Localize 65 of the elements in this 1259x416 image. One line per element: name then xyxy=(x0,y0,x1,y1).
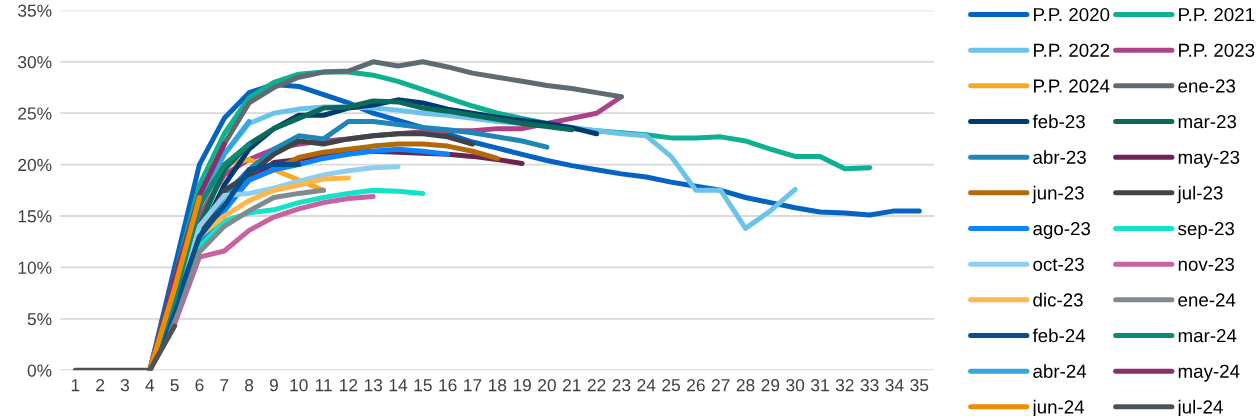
x-tick-label: 9 xyxy=(269,379,278,392)
legend-label: may-24 xyxy=(1178,364,1240,382)
legend-label: feb-23 xyxy=(1032,114,1085,129)
legend-label: mar-24 xyxy=(1178,328,1237,343)
x-tick-label: 19 xyxy=(513,379,531,392)
legend-label: jul-23 xyxy=(1177,185,1223,204)
x-tick-label: 31 xyxy=(811,379,829,392)
legend-label: dic-23 xyxy=(1033,292,1083,307)
y-tick-label: 35% xyxy=(18,4,52,17)
x-tick-label: 30 xyxy=(786,379,805,392)
legend-label: jun-23 xyxy=(1032,185,1084,204)
x-tick-label: 14 xyxy=(389,379,408,392)
x-tick-label: 4 xyxy=(145,379,155,392)
legend-label: sep-23 xyxy=(1178,221,1235,239)
x-tick-label: 11 xyxy=(315,379,332,392)
x-tick-label: 34 xyxy=(885,379,904,392)
y-tick-label: 30% xyxy=(18,55,52,69)
x-tick-label: 32 xyxy=(835,379,854,392)
legend-label: P.P. 2020 xyxy=(1034,8,1110,22)
legend-label: ene-23 xyxy=(1178,79,1236,93)
x-tick-label: 29 xyxy=(761,379,780,392)
x-tick-label: 21 xyxy=(562,379,581,392)
x-tick-label: 10 xyxy=(290,379,308,392)
x-tick-label: 16 xyxy=(439,379,457,392)
legend-label: ago-23 xyxy=(1033,221,1091,239)
legend-label: P.P. 2024 xyxy=(1034,79,1110,93)
x-tick-label: 22 xyxy=(587,379,606,392)
y-tick-label: 15% xyxy=(18,210,52,223)
legend-label: P.P. 2021 xyxy=(1179,8,1255,22)
legend-label: P.P. 2023 xyxy=(1179,43,1255,57)
legend-label: abr-23 xyxy=(1033,150,1086,164)
legend-label: feb-24 xyxy=(1032,328,1086,343)
legend-label: nov-23 xyxy=(1178,257,1235,271)
x-tick-label: 35 xyxy=(910,379,929,392)
x-tick-label: 23 xyxy=(612,379,631,392)
y-tick-label: 20% xyxy=(18,158,52,172)
y-tick-label: 25% xyxy=(18,107,52,120)
x-tick-label: 27 xyxy=(711,379,730,392)
legend-label: ene-24 xyxy=(1178,293,1236,307)
x-tick-label: 8 xyxy=(245,379,254,392)
x-tick-label: 20 xyxy=(538,379,556,392)
x-tick-label: 17 xyxy=(464,379,482,392)
x-tick-label: 1 xyxy=(71,379,80,392)
legend-label: may-23 xyxy=(1178,150,1240,168)
x-tick-label: 5 xyxy=(170,379,179,392)
x-tick-label: 7 xyxy=(220,379,229,392)
legend-label: oct-23 xyxy=(1033,257,1084,271)
x-tick-label: 13 xyxy=(364,379,383,392)
x-tick-label: 3 xyxy=(120,379,130,392)
x-tick-label: 25 xyxy=(662,379,680,392)
x-tick-label: 28 xyxy=(736,379,755,392)
x-tick-label: 33 xyxy=(860,379,879,392)
y-tick-label: 0% xyxy=(27,364,52,377)
x-tick-label: 15 xyxy=(414,379,432,392)
x-tick-label: 6 xyxy=(195,379,204,392)
legend-label: P.P. 2022 xyxy=(1034,43,1110,57)
x-tick-label: 24 xyxy=(637,379,656,392)
x-tick-label: 18 xyxy=(488,379,507,392)
y-tick-label: 5% xyxy=(27,313,52,326)
legend-label: mar-23 xyxy=(1178,114,1237,129)
y-tick-label: 10% xyxy=(18,261,52,274)
legend-label: abr-24 xyxy=(1033,364,1087,378)
x-tick-label: 26 xyxy=(687,379,705,392)
x-tick-label: 2 xyxy=(96,379,105,392)
x-tick-label: 12 xyxy=(340,379,358,392)
